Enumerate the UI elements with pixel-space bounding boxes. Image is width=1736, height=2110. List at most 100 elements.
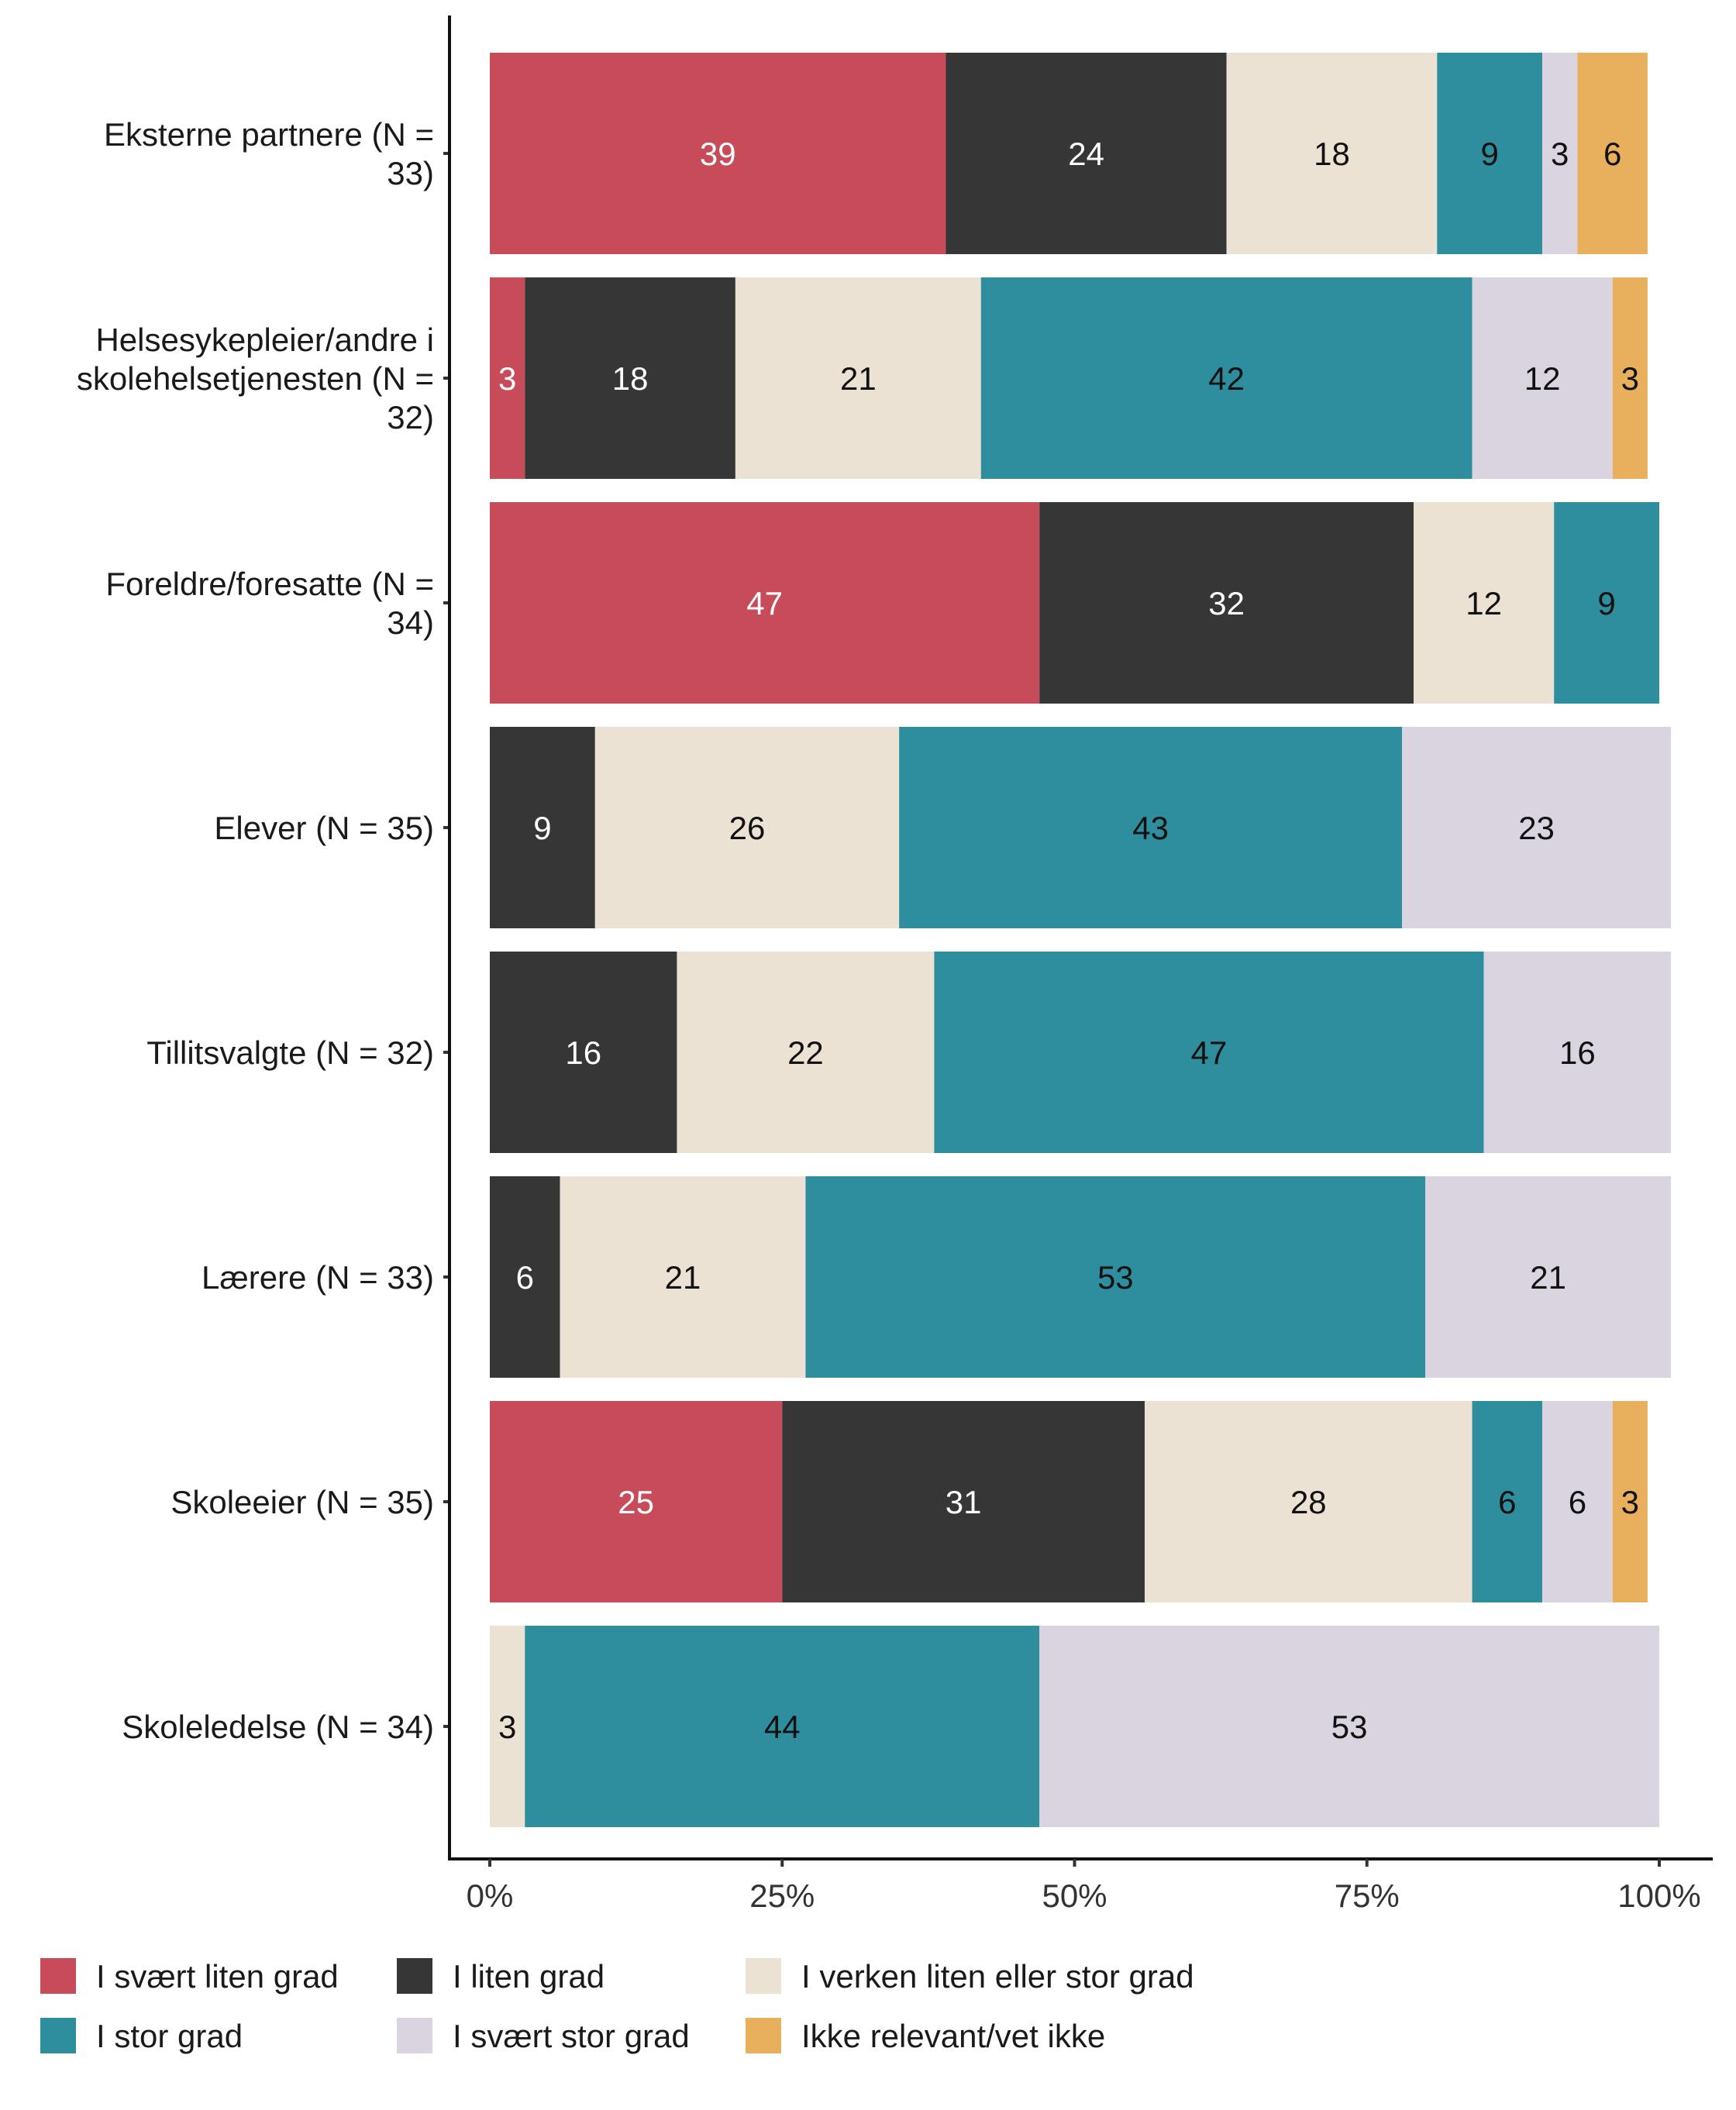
data-label: 6 bbox=[1569, 1484, 1586, 1520]
bar-segment bbox=[1039, 502, 1414, 704]
data-label: 39 bbox=[700, 136, 736, 172]
data-label: 16 bbox=[565, 1034, 601, 1071]
data-label: 6 bbox=[1498, 1484, 1516, 1520]
bar-segment bbox=[1554, 502, 1659, 704]
legend-swatch bbox=[746, 2018, 781, 2053]
bar-segment bbox=[1542, 1401, 1613, 1602]
bar-segment bbox=[490, 1401, 783, 1602]
bar-segment bbox=[1472, 1401, 1543, 1602]
category-label-line: skolehelsetjenesten (N = bbox=[77, 360, 434, 397]
category-label-line: 33) bbox=[387, 155, 434, 191]
data-label: 28 bbox=[1290, 1484, 1327, 1520]
data-label: 21 bbox=[1530, 1259, 1566, 1296]
bar-row: 6 21 53 21 bbox=[490, 1176, 1672, 1378]
category-label-line: Eksterne partnere (N = bbox=[104, 116, 434, 153]
category-label-line: 32) bbox=[387, 399, 434, 435]
bar-segment bbox=[490, 1176, 560, 1378]
bar-segment bbox=[1437, 53, 1543, 254]
data-label: 21 bbox=[840, 360, 877, 397]
legend-swatch bbox=[40, 1958, 76, 1994]
category-label: Eksterne partnere (N = 33) bbox=[104, 116, 434, 191]
x-tick-label: 25% bbox=[749, 1878, 815, 1914]
bar-segment bbox=[1577, 53, 1648, 254]
legend-item: I verken liten eller stor grad bbox=[746, 1958, 1194, 1995]
bar-row: 3 18 21 42 12 3 bbox=[490, 277, 1648, 479]
bar-segment bbox=[594, 727, 900, 928]
category-label: Tillitsvalgte (N = 32) bbox=[146, 1034, 434, 1071]
bar-segment bbox=[560, 1176, 806, 1378]
data-label: 47 bbox=[746, 585, 783, 621]
data-label: 42 bbox=[1208, 360, 1245, 397]
data-label: 22 bbox=[787, 1034, 824, 1071]
data-label: 3 bbox=[498, 1709, 516, 1745]
legend-item: I stor grad bbox=[40, 2018, 243, 2054]
category-label-line: Tillitsvalgte (N = 32) bbox=[146, 1034, 434, 1071]
bar-segment bbox=[934, 952, 1484, 1153]
category-label: Skoleeier (N = 35) bbox=[170, 1484, 434, 1520]
data-label: 43 bbox=[1132, 810, 1169, 846]
legend-swatch bbox=[397, 2018, 432, 2053]
axis-layer: Eksterne partnere (N = 33) Helsesykepleier… bbox=[77, 15, 1713, 1914]
bar-segment bbox=[490, 1626, 525, 1827]
legend-item: Ikke relevant/vet ikke bbox=[746, 2018, 1105, 2054]
category-label: Foreldre/foresatte (N = 34) bbox=[105, 566, 434, 641]
bar-segment bbox=[1483, 952, 1672, 1153]
legend-label: I verken liten eller stor grad bbox=[801, 1958, 1194, 1995]
bar-segment bbox=[1542, 53, 1578, 254]
data-label: 44 bbox=[764, 1709, 801, 1745]
category-label: Skoleledelse (N = 34) bbox=[122, 1709, 434, 1745]
bar-segment bbox=[677, 952, 935, 1153]
bar-segment bbox=[490, 952, 677, 1153]
data-label: 3 bbox=[1551, 136, 1569, 172]
bar-segment bbox=[490, 53, 946, 254]
category-label: Helsesykepleier/andre i skolehelsetjenest… bbox=[77, 322, 434, 435]
category-label-line: Foreldre/foresatte (N = bbox=[105, 566, 434, 602]
data-label: 9 bbox=[533, 810, 551, 846]
data-label: 23 bbox=[1518, 810, 1555, 846]
bar-segment bbox=[1425, 1176, 1672, 1378]
category-label-line: Skoleledelse (N = 34) bbox=[122, 1709, 434, 1745]
category-label-line: Helsesykepleier/andre i bbox=[95, 322, 434, 358]
data-label: 18 bbox=[1314, 136, 1350, 172]
bar-segment bbox=[1402, 727, 1672, 928]
data-label: 53 bbox=[1097, 1259, 1134, 1296]
legend-label: I svært stor grad bbox=[453, 2018, 690, 2054]
legend-label: I stor grad bbox=[96, 2018, 243, 2054]
data-label: 12 bbox=[1524, 360, 1561, 397]
data-label: 47 bbox=[1191, 1034, 1228, 1071]
data-label: 9 bbox=[1597, 585, 1615, 621]
data-label: 3 bbox=[1621, 1484, 1639, 1520]
bar-segment bbox=[805, 1176, 1426, 1378]
bar-segment bbox=[1414, 502, 1555, 704]
legend-label: I liten grad bbox=[453, 1958, 604, 1995]
bar-segment bbox=[980, 277, 1472, 479]
category-label-line: Elever (N = 35) bbox=[214, 810, 434, 846]
bar-segment bbox=[782, 1401, 1145, 1602]
category-label-line: Skoleeier (N = 35) bbox=[170, 1484, 434, 1520]
bar-segment bbox=[946, 53, 1227, 254]
bar-segment bbox=[1226, 53, 1438, 254]
data-label: 25 bbox=[618, 1484, 654, 1520]
bar-segment bbox=[490, 502, 1040, 704]
x-tick-label: 0% bbox=[467, 1878, 514, 1914]
category-label: Elever (N = 35) bbox=[214, 810, 434, 846]
data-label: 21 bbox=[665, 1259, 701, 1296]
bar-row: 9 26 43 23 bbox=[490, 727, 1672, 928]
bar-segment bbox=[525, 1626, 1040, 1827]
data-label: 31 bbox=[946, 1484, 982, 1520]
legend-swatch bbox=[40, 2018, 76, 2053]
bar-segment bbox=[490, 727, 595, 928]
bar-row: 25 31 28 6 6 3 bbox=[490, 1401, 1648, 1602]
data-label: 26 bbox=[729, 810, 766, 846]
legend-swatch bbox=[746, 1958, 781, 1994]
bar-segment bbox=[735, 277, 981, 479]
bar-segment bbox=[1612, 277, 1648, 479]
bar-segment bbox=[1612, 1401, 1648, 1602]
legend-item: I svært stor grad bbox=[397, 2018, 690, 2054]
bar-segment bbox=[899, 727, 1403, 928]
bar-row: 3 44 53 bbox=[490, 1626, 1659, 1827]
x-tick-label: 100% bbox=[1617, 1878, 1700, 1914]
data-label: 6 bbox=[516, 1259, 534, 1296]
